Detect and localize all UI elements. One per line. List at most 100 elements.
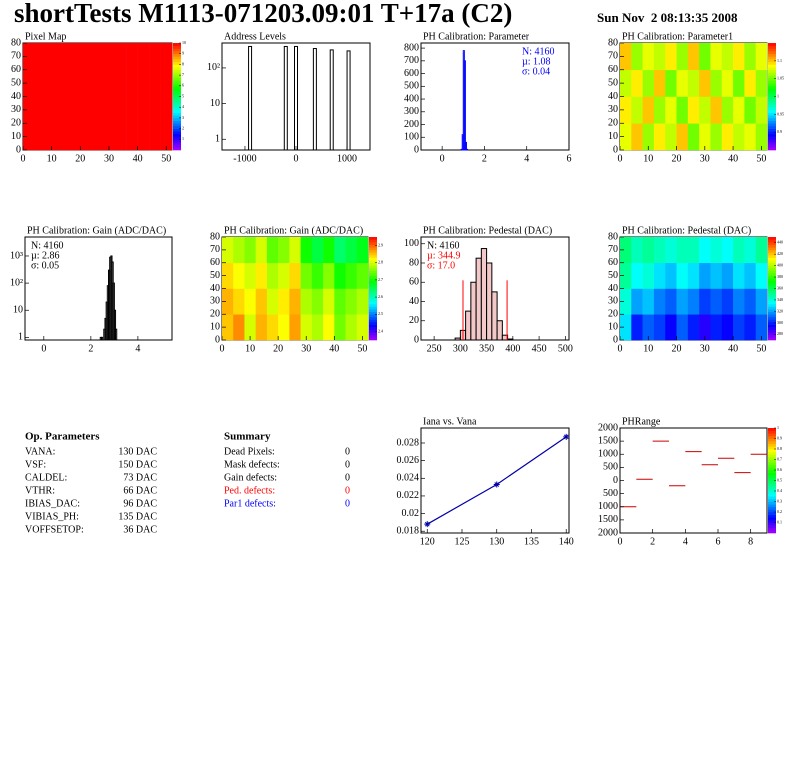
summary-value: 0 (345, 459, 350, 470)
x-tick-label: 40 (728, 343, 738, 354)
heat-cell (126, 96, 138, 124)
summary-label: Par1 defects: (224, 498, 276, 509)
palette-strip (173, 141, 181, 145)
y-tick-label: 10 (11, 131, 21, 142)
heat-cell (34, 43, 47, 71)
palette-strip (768, 144, 776, 148)
stats-line: N: 4160 (522, 46, 555, 57)
heat-cell (755, 123, 768, 151)
heat-cell (45, 43, 58, 71)
palette-strip (173, 64, 181, 68)
summary-value: 0 (345, 485, 350, 496)
y-tick-label: 200 (404, 119, 419, 130)
heat-cell (620, 43, 632, 71)
heat-cell (57, 69, 70, 97)
palette-strip (768, 128, 776, 132)
heat-cell (699, 43, 711, 71)
plot-frame (24, 236, 173, 341)
heat-cell (642, 69, 655, 97)
heat-cell (345, 314, 358, 341)
palette-strip (768, 257, 776, 261)
palette-label: 380 (777, 274, 783, 279)
heat-cell (23, 43, 35, 71)
heat-cell (631, 262, 643, 289)
palette-strip (369, 275, 377, 279)
chart-title: PH Calibration: Gain (ADC/DAC) (224, 225, 363, 236)
hist-bar (507, 338, 514, 341)
param-name: VANA: (25, 446, 55, 457)
palette-strip (369, 260, 377, 264)
y-tick-label: 1500 (598, 514, 618, 525)
heat-cell (620, 262, 632, 289)
chart-title: Pixel Map (25, 31, 66, 42)
stats-line: N: 4160 (31, 240, 64, 251)
palette-strip (768, 512, 776, 515)
heat-cell (300, 262, 313, 289)
palette-strip (369, 291, 377, 294)
stats-line: N: 4160 (427, 240, 460, 251)
hist-bar (113, 309, 117, 341)
palette-strip (768, 125, 776, 129)
y-tick-label: 60 (11, 64, 21, 75)
y-tick-label: 80 (608, 231, 618, 242)
y-tick-label: 20 (608, 118, 618, 129)
palette-strip (768, 477, 776, 481)
palette-strip (768, 446, 776, 450)
palette-label: 300 (777, 320, 783, 325)
summary-value: 0 (345, 498, 350, 509)
palette-strip (768, 433, 776, 437)
stats-line: µ: 344.9 (427, 250, 461, 261)
palette-strip (768, 525, 776, 529)
palette-strip (768, 329, 776, 333)
palette-strip (768, 249, 776, 253)
heat-cell (126, 43, 138, 71)
palette-strip (768, 64, 776, 68)
palette-strip (768, 522, 776, 526)
chart-title: Iana vs. Vana (423, 416, 477, 427)
y-tick-label: 70 (608, 244, 618, 255)
summary-label: Gain defects: (224, 472, 277, 483)
param-value: 150 DAC (118, 459, 157, 470)
chart-title: PHRange (622, 416, 661, 427)
palette-strip (768, 517, 776, 521)
palette-strip (173, 96, 181, 100)
heat-cell (665, 262, 677, 289)
palette-strip (768, 519, 776, 523)
heat-cell (744, 96, 756, 124)
heat-cell (744, 43, 756, 71)
hist-bar (475, 257, 482, 341)
x-tick-label: 1000 (337, 153, 357, 164)
palette-strip (369, 244, 377, 248)
heat-cell (45, 123, 58, 151)
x-tick-label: 2 (650, 536, 655, 547)
palette-label: 2.9 (378, 243, 383, 248)
heat-cell (653, 262, 666, 289)
palette-strip (768, 488, 776, 492)
palette-strip (768, 115, 776, 119)
palette-strip (768, 67, 776, 71)
palette-label: 6 (182, 83, 184, 88)
y-tick-label: 1000 (598, 501, 618, 512)
y-tick-label: 600 (404, 68, 419, 79)
heat-cell (755, 262, 768, 289)
y-tick-label: 20 (608, 309, 618, 320)
palette-strip (369, 298, 377, 302)
palette-strip (369, 329, 377, 333)
palette-strip (768, 239, 776, 243)
y-tick-label: 500 (603, 488, 618, 499)
heat-cell (222, 237, 234, 264)
palette-strip (768, 139, 776, 143)
panel-title: Summary (224, 431, 271, 443)
heat-cell (300, 237, 313, 264)
stats-line: σ: 0.05 (31, 260, 59, 271)
palette-strip (768, 314, 776, 318)
palette-strip (768, 485, 776, 489)
x-tick-label: 50 (357, 343, 367, 354)
palette-strip (768, 262, 776, 266)
y-tick-label: 0 (613, 475, 618, 486)
palette-strip (173, 75, 181, 79)
heat-cell (631, 43, 643, 71)
heat-cell (126, 123, 138, 151)
palette-strip (768, 430, 776, 434)
palette-strip (768, 438, 776, 442)
